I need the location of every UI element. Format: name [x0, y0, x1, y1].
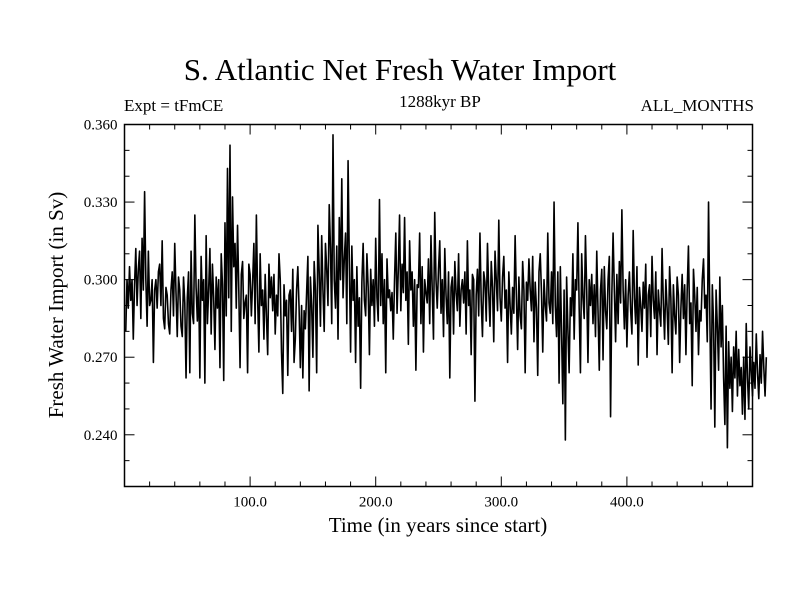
y-axis-label: Fresh Water Import (in Sv) — [44, 192, 68, 419]
y-tick-label: 0.300 — [84, 273, 118, 289]
experiment-label: Expt = tFmCE — [124, 96, 224, 115]
y-tick-label: 0.330 — [84, 195, 118, 211]
x-tick-label: 300.0 — [484, 495, 518, 511]
x-tick-label: 200.0 — [359, 495, 393, 511]
months-label: ALL_MONTHS — [640, 96, 754, 115]
x-tick-label: 100.0 — [233, 495, 267, 511]
series-line-0 — [124, 134, 768, 449]
chart-subtitle: 1288kyr BP — [399, 92, 481, 111]
y-tick-label: 0.360 — [84, 118, 118, 134]
x-tick-label: 400.0 — [610, 495, 644, 511]
y-tick-label: 0.240 — [84, 428, 118, 444]
x-axis-label: Time (in years since start) — [329, 513, 548, 537]
chart-title: S. Atlantic Net Fresh Water Import — [183, 52, 617, 87]
y-tick-label: 0.270 — [84, 350, 118, 366]
